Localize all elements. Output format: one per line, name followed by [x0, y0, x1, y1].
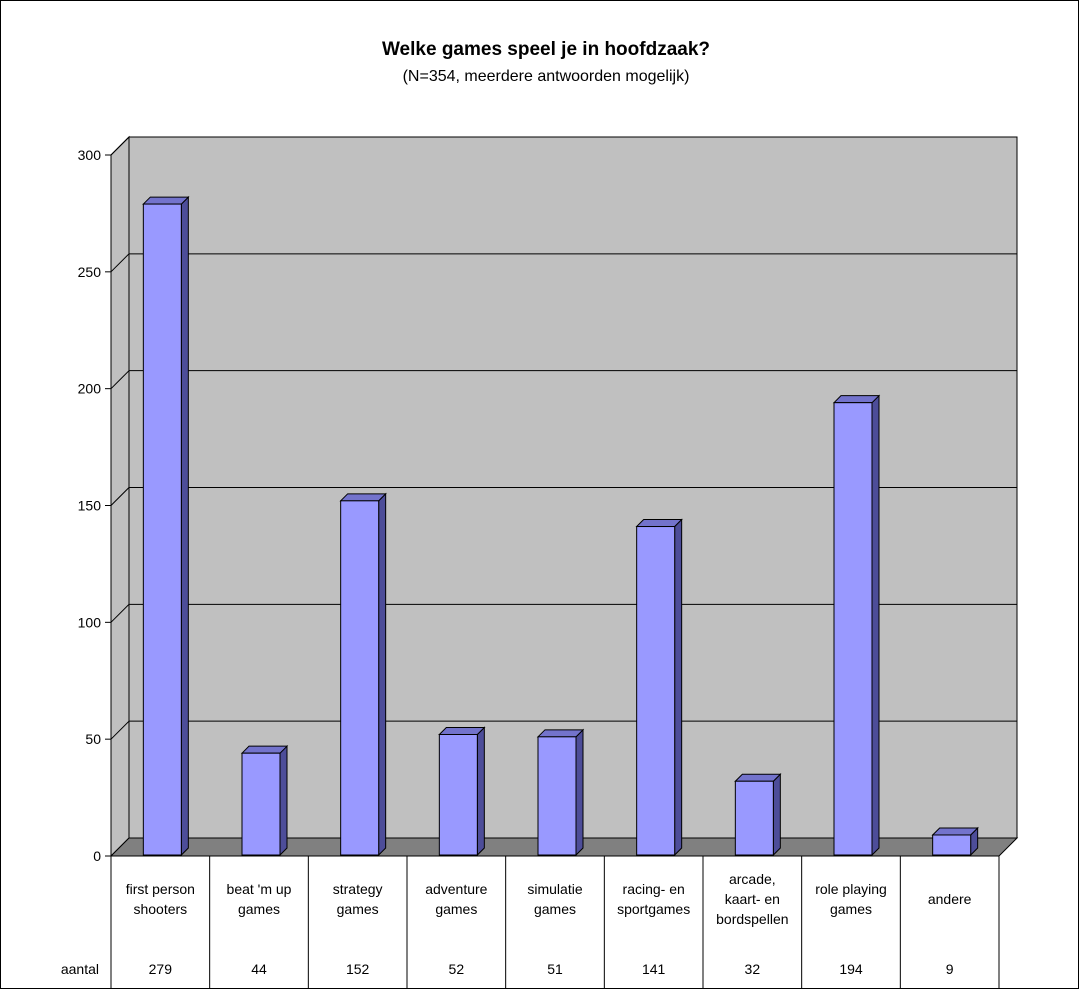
- category-label: first person: [126, 881, 195, 897]
- bar-side: [378, 492, 387, 857]
- category-label: shooters: [133, 901, 187, 917]
- table-value: 152: [346, 961, 370, 977]
- table-series-label: aantal: [61, 961, 99, 977]
- bar: [636, 526, 676, 856]
- plot-area: 0 50 100 150 200 250 300 first person shooters be…: [61, 135, 1019, 989]
- bar-top: [240, 745, 289, 754]
- gridline-side: [110, 136, 130, 156]
- gridline-side: [110, 487, 130, 506]
- gridline-side: [110, 720, 130, 740]
- bar-top: [536, 729, 585, 738]
- table-value: 9: [946, 961, 954, 977]
- category-label: racing- en: [623, 881, 685, 897]
- category-label: adventure: [425, 881, 487, 897]
- y-tick-label: 200: [78, 381, 102, 397]
- gridline-side: [110, 253, 130, 273]
- bar: [241, 752, 281, 856]
- table-value: 279: [149, 961, 173, 977]
- y-tick-label: 250: [78, 264, 102, 280]
- y-tick-label: 100: [78, 614, 102, 630]
- category-label: games: [337, 901, 379, 917]
- bar-side: [575, 728, 584, 857]
- category-label: games: [238, 901, 280, 917]
- table-value: 32: [745, 961, 761, 977]
- category-label: games: [830, 901, 872, 917]
- gridline-side: [110, 370, 130, 390]
- category-label: strategy: [333, 881, 383, 897]
- table-value: 44: [251, 961, 267, 977]
- bar-side: [180, 195, 189, 857]
- bar: [438, 733, 478, 856]
- category-label: bordspellen: [716, 911, 788, 927]
- table-value: 52: [449, 961, 465, 977]
- chart-title: Welke games speel je in hoofdzaak?: [382, 39, 710, 60]
- category-label: games: [534, 901, 576, 917]
- bar-side: [871, 394, 880, 857]
- category-label: beat 'm up: [227, 881, 292, 897]
- y-tick-label: 50: [85, 731, 101, 747]
- bar-side: [279, 744, 288, 857]
- y-tick-label: 300: [78, 147, 102, 163]
- bar: [833, 402, 873, 856]
- bar-side: [674, 518, 683, 857]
- bar-top: [832, 395, 881, 404]
- bar-top: [438, 726, 486, 735]
- category-label: games: [435, 901, 477, 917]
- bar-top: [734, 773, 782, 782]
- bar-top: [142, 196, 190, 205]
- category-label: kaart- en: [725, 891, 780, 907]
- table-value: 141: [642, 961, 666, 977]
- bar: [142, 203, 182, 856]
- table-value: 51: [547, 961, 563, 977]
- category-label: simulatie: [527, 881, 582, 897]
- table-value: 194: [839, 961, 863, 977]
- bar: [537, 736, 577, 856]
- bar: [340, 500, 380, 856]
- bar-top: [635, 519, 683, 528]
- bar-top: [931, 827, 979, 836]
- category-label: arcade,: [729, 871, 776, 887]
- bar-top: [339, 493, 387, 502]
- bar-side: [772, 773, 781, 857]
- y-tick-label: 0: [93, 848, 101, 864]
- bar: [932, 834, 972, 856]
- category-label: role playing: [815, 881, 887, 897]
- bar-side: [476, 726, 485, 857]
- category-label: andere: [928, 891, 972, 907]
- category-label: sportgames: [617, 901, 690, 917]
- bar: [734, 780, 774, 856]
- y-tick-label: 150: [78, 498, 102, 514]
- gridline-side: [110, 603, 130, 623]
- chart-subtitle: (N=354, meerdere antwoorden mogelijk): [403, 68, 690, 85]
